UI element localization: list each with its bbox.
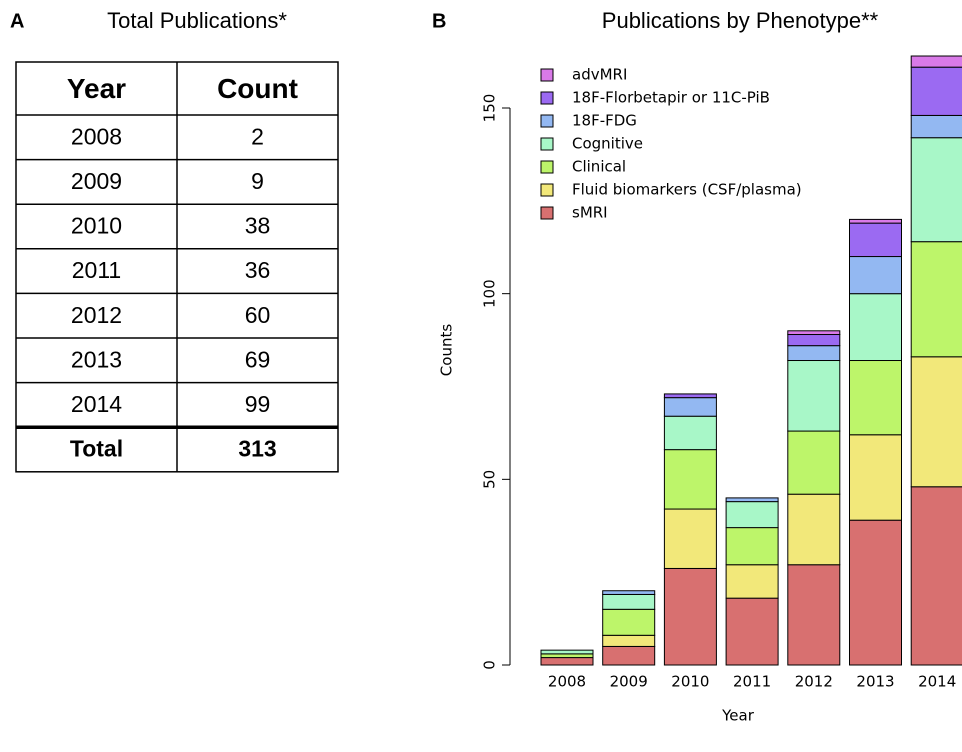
bar-segment [725, 597, 779, 666]
table-title: Total Publications* [107, 8, 287, 33]
legend-swatch [540, 114, 554, 128]
legend-swatch [540, 137, 554, 151]
bar-segment [910, 356, 962, 488]
bar-segment [910, 241, 962, 358]
x-axis-label: Year [721, 707, 755, 725]
bar-segment [787, 360, 841, 432]
table-cell: 2013 [71, 346, 122, 372]
table-cell: 69 [245, 346, 271, 372]
table-cell: 2014 [71, 391, 122, 417]
bar-segment [787, 330, 841, 336]
bar-segment [849, 519, 902, 666]
table-cell: 36 [245, 257, 271, 283]
table-cell: 2011 [72, 257, 121, 283]
table-header: Year [67, 73, 126, 104]
table-total: 313 [238, 436, 276, 462]
legend-swatch [540, 91, 554, 105]
bar-segment [787, 430, 841, 495]
legend-swatch [540, 68, 554, 82]
bar-segment [849, 293, 902, 362]
bar-segment [787, 334, 841, 347]
bar-segment [849, 434, 902, 521]
bar-segment [663, 567, 717, 666]
bar-segment [787, 493, 841, 566]
bar-segment [602, 593, 656, 610]
x-tick-label: 2014 [918, 673, 956, 691]
legend-swatch [540, 183, 554, 197]
legend-swatch [540, 206, 554, 220]
bar-segment [663, 508, 717, 569]
bar-segment [849, 222, 902, 258]
bar-segment [910, 486, 962, 666]
bar-segment [725, 527, 779, 566]
bar-segment [849, 218, 902, 224]
table-cell: 2 [251, 123, 264, 149]
bar-segment [910, 55, 962, 68]
bar-segment [849, 360, 902, 436]
bar-segment [663, 415, 717, 451]
table-cell: 2010 [71, 213, 122, 239]
chart-title: Publications by Phenotype** [602, 8, 879, 33]
panel-label: B [432, 10, 446, 32]
x-tick-label: 2012 [795, 673, 833, 691]
bar-segment [787, 564, 841, 666]
y-tick-label: 100 [481, 279, 499, 308]
bar-segment [725, 564, 779, 599]
bar-segment [725, 497, 779, 503]
x-tick-label: 2008 [548, 673, 586, 691]
y-axis-label: Counts [438, 324, 456, 377]
table-cell: 2012 [71, 302, 122, 328]
bar-segment [663, 449, 717, 510]
bar-segment [602, 608, 656, 636]
legend-label: Clinical [572, 158, 626, 176]
x-tick-label: 2013 [856, 673, 894, 691]
x-tick-label: 2010 [671, 673, 709, 691]
table-total: Total [70, 436, 123, 462]
table-cell: 99 [245, 391, 271, 417]
legend-label: advMRI [572, 66, 627, 84]
legend-label: 18F-Florbetapir or 11C-PiB [572, 89, 770, 107]
panel-label: A [10, 10, 24, 32]
bar-segment [849, 256, 902, 295]
table-header: Count [217, 73, 298, 104]
table-cell: 2009 [71, 168, 122, 194]
bar-segment [602, 590, 656, 595]
bar-segment [910, 66, 962, 116]
bar-segment [540, 649, 594, 655]
x-tick-label: 2011 [733, 673, 771, 691]
legend-label: sMRI [572, 204, 608, 222]
table-cell: 38 [245, 213, 271, 239]
bar-segment [540, 653, 594, 659]
table-cell: 60 [245, 302, 271, 328]
bar-segment [663, 393, 717, 399]
bar-segment [910, 114, 962, 139]
bar-segment [725, 501, 779, 529]
y-tick-label: 0 [481, 660, 499, 670]
table-cell: 9 [251, 168, 264, 194]
legend-label: 18F-FDG [572, 112, 637, 130]
y-tick-label: 50 [481, 470, 499, 489]
bar-segment [602, 634, 656, 647]
table-cell: 2008 [71, 123, 122, 149]
legend-label: Cognitive [572, 135, 643, 153]
bar-segment [663, 397, 717, 417]
bar-segment [787, 345, 841, 362]
bar-segment [910, 137, 962, 243]
legend-label: Fluid biomarkers (CSF/plasma) [572, 181, 802, 199]
legend-swatch [540, 160, 554, 174]
y-tick-label: 150 [481, 94, 499, 123]
bar-segment [602, 645, 656, 666]
x-tick-label: 2009 [610, 673, 648, 691]
bar-segment [540, 657, 594, 666]
